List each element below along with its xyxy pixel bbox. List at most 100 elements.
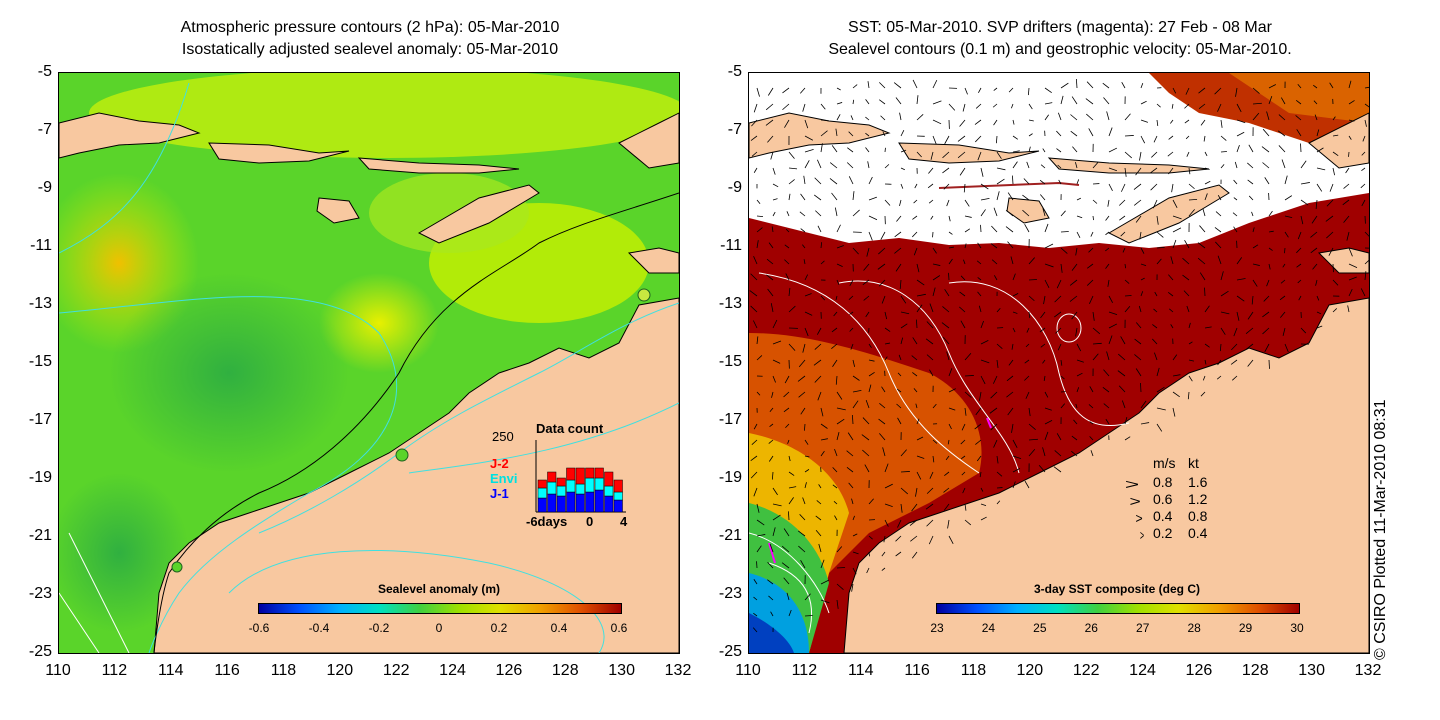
velocity-arrow	[992, 103, 998, 108]
velocity-arrow	[962, 487, 966, 494]
velocity-arrow	[1154, 352, 1158, 361]
right-y-tick-label: -9	[727, 179, 742, 196]
velocity-arrow	[1156, 231, 1164, 238]
velocity-arrow	[1139, 151, 1142, 161]
velocity-arrow	[1135, 368, 1142, 377]
velocity-arrow	[788, 151, 795, 159]
velocity-arrow	[1056, 130, 1062, 137]
velocity-arrow	[1156, 103, 1161, 108]
velocity-arrow	[912, 231, 918, 238]
velocity-arrow	[1005, 209, 1014, 217]
right-y-tick-label: -25	[718, 643, 742, 660]
velocity-arrow	[1233, 197, 1238, 201]
velocity-arrow	[1252, 102, 1262, 105]
velocity-arrow	[1076, 215, 1083, 219]
velocity-arrow	[932, 287, 936, 297]
right-x-tick-label: 128	[1241, 662, 1269, 679]
velocity-arrow	[836, 87, 841, 91]
velocity-arrow	[943, 503, 950, 511]
velocity-arrow	[1028, 103, 1033, 110]
velocity-arrow	[832, 359, 838, 367]
velocity-arrow	[1202, 208, 1206, 217]
velocity-arrow	[815, 210, 822, 217]
velocity-arrow	[852, 567, 857, 575]
velocity-arrow	[957, 151, 966, 159]
velocity-arrow	[852, 359, 856, 367]
velocity-arrow	[1072, 146, 1078, 153]
velocity-arrow	[1156, 407, 1166, 411]
velocity-arrow	[1347, 305, 1350, 313]
velocity-arrow	[1012, 468, 1021, 473]
velocity-arrow	[1170, 119, 1174, 124]
velocity-arrow	[1188, 375, 1193, 382]
velocity-arrow	[1326, 231, 1334, 239]
velocity-arrow	[1220, 327, 1226, 335]
velocity-arrow	[1124, 135, 1134, 137]
velocity-arrow	[836, 546, 843, 553]
velocity-arrow	[1200, 391, 1206, 397]
velocity-arrow	[1362, 135, 1366, 142]
velocity-arrow	[1215, 241, 1222, 249]
velocity-arrow	[1040, 311, 1046, 319]
velocity-arrow	[1105, 247, 1110, 252]
velocity-arrow	[1313, 84, 1318, 89]
velocity-arrow	[833, 501, 838, 505]
velocity-arrow	[804, 119, 809, 129]
velocity-arrow	[788, 609, 792, 617]
island-east	[1308, 112, 1369, 169]
velocity-arrow	[1315, 279, 1318, 286]
velocity-arrow	[1039, 179, 1046, 185]
velocity-arrow	[896, 388, 902, 393]
velocity-arrow	[1264, 177, 1270, 185]
velocity-arrow	[1332, 151, 1339, 157]
velocity-arrow	[916, 263, 920, 273]
velocity-arrow	[1044, 114, 1049, 121]
left-colorbar-tick: 0.6	[610, 621, 628, 635]
velocity-arrow	[1089, 295, 1094, 304]
velocity-arrow	[1220, 119, 1223, 128]
histogram-bar-segment	[556, 485, 566, 497]
island-sumba	[316, 197, 360, 224]
velocity-arrow	[1263, 295, 1270, 302]
velocity-arrow	[896, 403, 902, 409]
velocity-arrow	[1053, 466, 1062, 473]
right-colorbar-tick: 28	[1187, 621, 1201, 635]
velocity-arrow	[911, 503, 918, 512]
velocity-arrow	[977, 277, 982, 281]
velocity-arrow	[1006, 375, 1014, 382]
velocity-arrow	[990, 423, 998, 431]
velocity-arrow	[1133, 183, 1142, 190]
velocity-arrow	[1300, 160, 1307, 169]
velocity-arrow	[1012, 481, 1016, 489]
velocity-arrow	[1092, 162, 1099, 169]
velocity-arrow	[1105, 418, 1110, 425]
velocity-arrow	[1092, 342, 1102, 345]
velocity-arrow	[1364, 86, 1369, 89]
velocity-arrow	[1215, 211, 1222, 217]
velocity-arrow	[1268, 210, 1273, 217]
left-x-tick-label: 120	[326, 662, 354, 679]
velocity-arrow	[1295, 115, 1302, 121]
velocity-arrow	[964, 87, 968, 95]
velocity-arrow	[894, 231, 902, 238]
sealevel-contour-1	[758, 272, 980, 474]
velocity-arrow	[1262, 311, 1270, 318]
velocity-arrow	[1297, 84, 1302, 89]
velocity-arrow	[899, 199, 902, 207]
velocity-arrow	[1149, 167, 1158, 174]
velocity-arrow	[867, 161, 870, 169]
velocity-arrow	[848, 131, 854, 137]
velocity-arrow	[1332, 279, 1339, 286]
velocity-arrow	[960, 320, 966, 329]
velocity-arrow	[852, 515, 855, 521]
velocity-arrow	[1252, 244, 1259, 249]
velocity-arrow	[756, 227, 763, 233]
left-y-tick-label: -7	[37, 121, 52, 138]
velocity-arrow	[798, 545, 806, 553]
velocity-arrow	[1060, 359, 1063, 366]
velocity-arrow	[771, 471, 774, 480]
velocity-arrow	[815, 515, 822, 521]
velocity-arrow	[772, 183, 779, 188]
legend-j1: J-1	[490, 486, 509, 501]
velocity-arrow	[1105, 263, 1110, 269]
